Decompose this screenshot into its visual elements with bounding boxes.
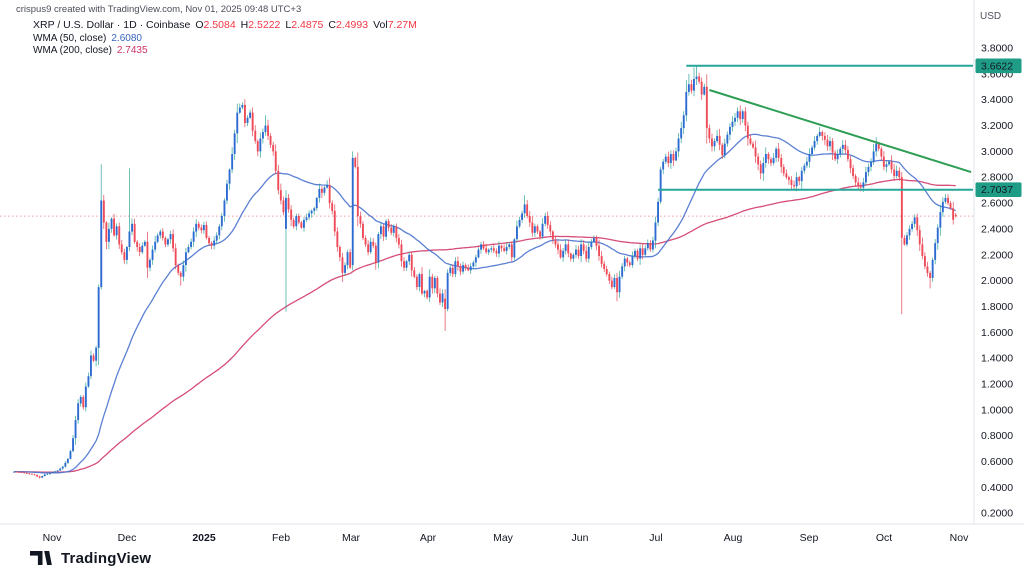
- svg-text:2.6000: 2.6000: [981, 198, 1013, 210]
- svg-text:Jun: Jun: [572, 532, 589, 544]
- volume-value: 7.27M: [387, 19, 417, 31]
- wma200-legend[interactable]: WMA (200, close) 2.7435: [33, 45, 148, 56]
- svg-text:2.4000: 2.4000: [981, 223, 1013, 235]
- svg-text:0.2000: 0.2000: [981, 508, 1013, 520]
- svg-text:2.7037: 2.7037: [981, 184, 1013, 196]
- time-axis: Nov Dec 2025 Feb Mar Apr May Jun Jul Aug Sep Oct Nov: [43, 532, 969, 544]
- svg-text:1.0000: 1.0000: [981, 404, 1013, 416]
- svg-text:Mar: Mar: [342, 532, 361, 544]
- price-level-badge: 2.7037: [975, 182, 1022, 197]
- wma50-label: WMA (50, close): [33, 33, 107, 44]
- symbol-title: XRP / U.S. Dollar · 1D · Coinbase: [33, 19, 191, 31]
- svg-text:1.8000: 1.8000: [981, 301, 1013, 313]
- svg-text:Jul: Jul: [649, 532, 662, 544]
- svg-text:0.8000: 0.8000: [981, 430, 1013, 442]
- svg-text:2025: 2025: [192, 532, 216, 544]
- wma50-legend[interactable]: WMA (50, close) 2.6080: [33, 33, 142, 44]
- svg-text:3.4000: 3.4000: [981, 94, 1013, 106]
- svg-text:Dec: Dec: [118, 532, 137, 544]
- high-value: 2.5222: [248, 19, 281, 31]
- svg-text:May: May: [493, 532, 514, 544]
- svg-text:3.8000: 3.8000: [981, 43, 1013, 55]
- wma200-value: 2.7435: [116, 45, 148, 56]
- svg-text:3.6622: 3.6622: [981, 60, 1013, 72]
- svg-text:1.4000: 1.4000: [981, 353, 1013, 365]
- attribution-text: crispus9 created with TradingView.com, N…: [16, 4, 302, 15]
- tradingview-logo[interactable]: TradingView: [30, 550, 151, 567]
- svg-text:Apr: Apr: [420, 532, 437, 544]
- symbol-legend[interactable]: XRP / U.S. Dollar · 1D · Coinbase O2.5084…: [33, 19, 417, 31]
- open-value: 2.5084: [203, 19, 236, 31]
- high-label: H: [240, 19, 249, 31]
- close-value: 2.4993: [335, 19, 369, 31]
- tradingview-logo-icon: [30, 551, 52, 565]
- svg-text:Sep: Sep: [800, 532, 819, 544]
- wma50-value: 2.6080: [111, 33, 142, 44]
- low-value: 2.4875: [291, 19, 324, 31]
- price-level-badge: 3.6622: [975, 58, 1022, 74]
- ohlc-readout: O2.5084 H2.5222 L2.4875 C2.4993 Vol7.27M: [190, 19, 417, 31]
- svg-text:1.6000: 1.6000: [981, 327, 1013, 339]
- svg-text:Nov: Nov: [950, 532, 969, 544]
- low-label: L: [285, 19, 292, 31]
- svg-text:0.4000: 0.4000: [981, 482, 1013, 494]
- open-label: O: [195, 19, 204, 31]
- currency-label: USD: [980, 11, 1002, 22]
- svg-text:Aug: Aug: [724, 532, 743, 544]
- svg-text:3.0000: 3.0000: [981, 146, 1013, 158]
- price-scale: 0.2000 0.4000 0.6000 0.8000 1.0000 1.2000 1.40…: [981, 43, 1013, 520]
- svg-text:2.0000: 2.0000: [981, 275, 1013, 287]
- brand-name: TradingView: [61, 550, 152, 567]
- svg-text:Oct: Oct: [876, 532, 892, 544]
- svg-text:3.2000: 3.2000: [981, 120, 1013, 132]
- svg-text:Feb: Feb: [272, 532, 290, 544]
- svg-text:Nov: Nov: [43, 532, 62, 544]
- volume-label: Vol: [373, 19, 388, 31]
- svg-text:1.2000: 1.2000: [981, 379, 1013, 391]
- svg-text:2.8000: 2.8000: [981, 172, 1013, 184]
- close-label: C: [328, 19, 336, 31]
- svg-text:2.2000: 2.2000: [981, 249, 1013, 261]
- wma200-label: WMA (200, close): [33, 45, 112, 56]
- svg-text:0.6000: 0.6000: [981, 456, 1013, 468]
